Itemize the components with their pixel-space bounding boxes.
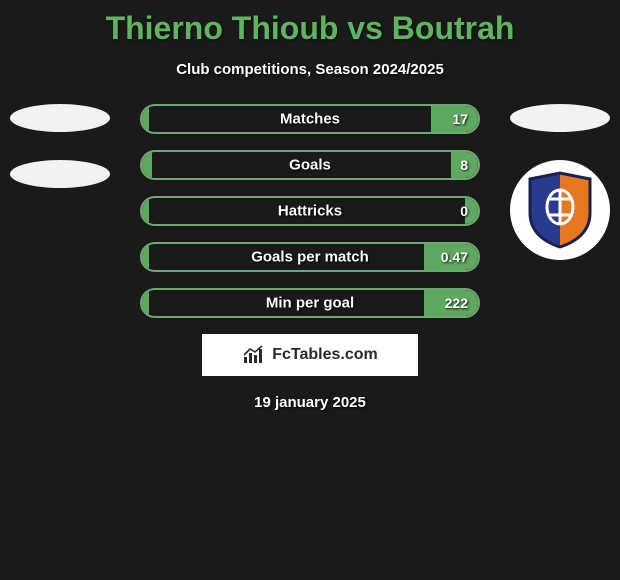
stat-row: Min per goal 222 [140, 288, 480, 318]
brand-box: FcTables.com [202, 334, 418, 376]
stat-label: Matches [280, 111, 340, 128]
bar-fill-left [142, 198, 149, 224]
date: 19 january 2025 [0, 394, 620, 411]
stat-value-right: 0.47 [441, 249, 468, 265]
player-avatar-placeholder [10, 104, 110, 132]
chart-icon [242, 345, 266, 365]
shield-icon [526, 171, 594, 249]
stat-value-right: 17 [452, 111, 468, 127]
stat-value-right: 222 [445, 295, 468, 311]
stat-bars: Matches 17 Goals 8 Hattricks 0 Goals per match… [140, 104, 480, 318]
stat-label: Hattricks [278, 203, 342, 220]
stat-row: Goals per match 0.47 [140, 242, 480, 272]
bar-fill-left [142, 106, 149, 132]
brand-text: FcTables.com [272, 346, 378, 364]
left-player-avatars [10, 104, 110, 216]
stat-label: Goals [289, 157, 331, 174]
comparison-content: Matches 17 Goals 8 Hattricks 0 Goals per match… [0, 104, 620, 411]
subtitle: Club competitions, Season 2024/2025 [0, 61, 620, 78]
stat-value-right: 8 [460, 157, 468, 173]
stat-row: Hattricks 0 [140, 196, 480, 226]
stat-label: Min per goal [266, 295, 354, 312]
player-avatar-placeholder [510, 104, 610, 132]
stat-value-right: 0 [460, 203, 468, 219]
stat-row: Goals 8 [140, 150, 480, 180]
bar-fill-left [142, 244, 149, 270]
stat-label: Goals per match [251, 249, 369, 266]
player-avatar-placeholder [10, 160, 110, 188]
bar-fill-left [142, 290, 149, 316]
right-player-avatars [510, 104, 610, 260]
bar-fill-left [142, 152, 152, 178]
club-logo [510, 160, 610, 260]
page-title: Thierno Thioub vs Boutrah [0, 0, 620, 47]
stat-row: Matches 17 [140, 104, 480, 134]
